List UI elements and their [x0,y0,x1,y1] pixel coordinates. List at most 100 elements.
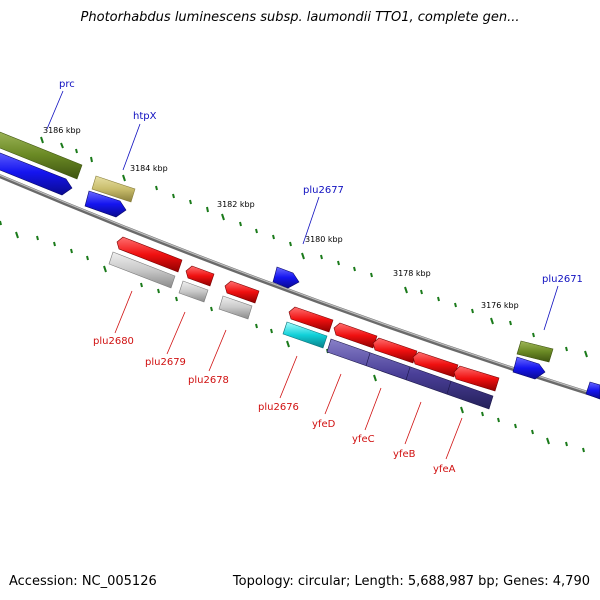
minor-tick [353,266,356,272]
label-leader [302,196,320,245]
minor-tick [157,288,160,294]
minor-tick [0,220,2,226]
gene-arrow-edge[interactable] [585,381,600,400]
major-tick [221,213,225,221]
gene-arrow-yfeD[interactable] [333,322,378,349]
minor-tick [172,193,175,199]
gene-label-plu2676[interactable]: plu2676 [258,402,299,413]
feature-bar-plu2676[interactable] [282,321,328,349]
label-leader [445,417,463,460]
minor-tick [370,272,373,278]
gene-label-plu2678[interactable]: plu2678 [188,375,229,386]
minor-tick [255,323,258,329]
gene-arrow-yfeC[interactable] [372,337,418,364]
minor-tick [189,199,192,205]
minor-tick [497,417,500,423]
forward-gene-track [0,149,600,400]
major-tick [40,136,44,144]
minor-tick [565,441,568,447]
major-tick [460,406,464,414]
kbp-label: 3182 kbp [217,200,255,209]
major-tick [286,340,290,348]
gene-arrow-plu2678[interactable] [224,280,260,304]
minor-tick [270,328,273,334]
reverse-labels: plu2680 plu2679 plu2678 plu2676 yfeD yfe… [93,290,463,475]
gene-label-yfeA[interactable]: yfeA [433,464,456,475]
gene-arrow-plu2680[interactable] [116,236,183,273]
major-tick [15,231,19,239]
major-tick [584,350,588,358]
olive-gene-track [0,130,554,363]
minor-tick [210,306,213,312]
minor-tick [36,235,39,241]
gene-label-plu2680[interactable]: plu2680 [93,336,134,347]
kbp-label: 3180 kbp [305,235,343,244]
genome-summary-text: Topology: circular; Length: 5,688,987 bp… [232,574,590,589]
minor-tick [481,411,484,417]
gene-label-htpX[interactable]: htpX [133,111,157,122]
gene-label-yfeD[interactable]: yfeD [312,419,336,430]
major-tick [490,317,494,325]
label-leader [543,285,559,331]
gene-arrow-plu2671[interactable] [512,356,546,380]
major-tick [301,252,305,260]
reverse-gene-track [116,236,500,392]
kbp-label: 3184 kbp [130,164,168,173]
outer-ruler-ticks [40,136,588,358]
gene-arrow-prc[interactable] [0,149,73,196]
gene-arrow-yfeA[interactable] [453,365,500,392]
minor-tick [75,148,78,154]
gene-label-plu2677[interactable]: plu2677 [303,185,344,196]
gene-label-plu2671[interactable]: plu2671 [542,274,583,285]
minor-tick [289,241,292,247]
gene-arrow-plu2677[interactable] [272,266,300,289]
major-tick [373,374,377,382]
kbp-label: 3176 kbp [481,301,519,310]
minor-tick [60,142,64,149]
label-leader [46,90,64,130]
minor-tick [565,346,568,352]
minor-tick [239,221,242,227]
minor-tick [175,296,178,302]
gene-arrow-plu2679[interactable] [185,265,215,287]
gene-bar[interactable] [0,130,83,180]
gene-label-yfeB[interactable]: yfeB [393,449,416,460]
gene-arrow-plu2676[interactable] [288,306,334,333]
minor-tick [70,248,73,254]
major-tick [103,265,107,273]
label-leader [324,373,342,415]
gene-bar[interactable] [516,340,554,363]
gene-arrow-htpX[interactable] [84,190,127,218]
minor-tick [531,429,534,435]
gene-label-yfeC[interactable]: yfeC [352,434,375,445]
minor-tick [437,296,440,302]
minor-tick [532,332,535,338]
feature-track [108,251,494,410]
feature-bar-plu2678[interactable] [218,295,253,320]
label-leader [404,401,422,445]
forward-labels: prc htpX plu2677 plu2671 [46,79,583,331]
label-leader [364,387,382,431]
feature-bar-yfe[interactable] [326,338,494,410]
minor-tick [272,234,275,240]
minor-tick [320,254,323,260]
gene-label-plu2679[interactable]: plu2679 [145,357,186,368]
gene-label-prc[interactable]: prc [59,79,75,90]
major-tick [546,437,550,445]
gene-arrow-yfeB[interactable] [412,351,459,378]
gene-bar[interactable] [91,175,136,203]
major-tick [404,286,408,294]
kbp-labels: 3186 kbp 3184 kbp 3182 kbp 3180 kbp 3178… [43,126,519,310]
kbp-label: 3178 kbp [393,269,431,278]
minor-tick [90,156,93,163]
outer-ruler: 3186 kbp 3184 kbp 3182 kbp 3180 kbp 3178… [40,126,588,358]
minor-tick [420,289,423,295]
label-leader [166,311,186,355]
minor-tick [337,260,340,266]
minor-tick [582,447,585,453]
feature-bar-plu2679[interactable] [178,280,209,303]
accession-text: Accession: NC_005126 [9,574,157,589]
segment-divider [365,352,371,367]
feature-bar-plu2680[interactable] [108,251,176,289]
